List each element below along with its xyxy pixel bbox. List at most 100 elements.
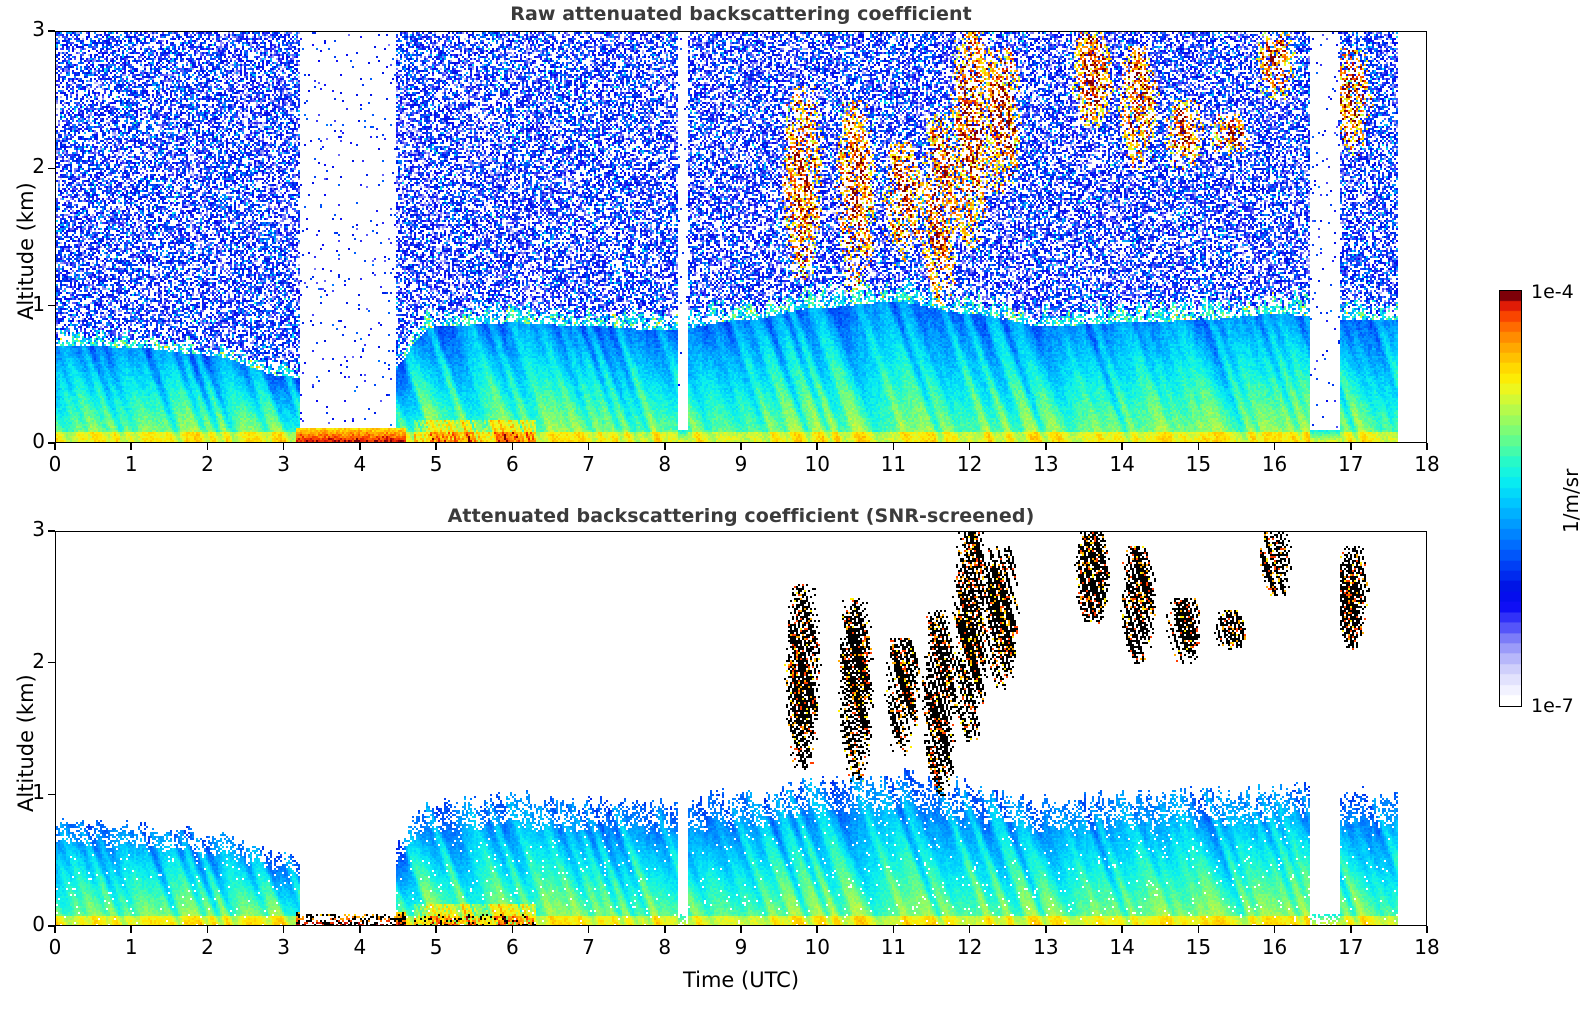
x-tick-label-raw-14: 14 — [1109, 452, 1135, 476]
x-tick-raw-0 — [54, 443, 56, 450]
colorbar-label-max: 1e-4 — [1531, 281, 1574, 303]
x-tick-label-scr-13: 13 — [1033, 935, 1059, 959]
y-tick-raw-0 — [48, 442, 55, 444]
x-tick-label-scr-1: 1 — [124, 935, 138, 959]
x-tick-scr-1 — [130, 926, 133, 933]
y-tick-label-scr-1: 1 — [32, 780, 45, 805]
y-tick-scr-1 — [48, 793, 55, 796]
x-tick-raw-6 — [511, 443, 514, 450]
plot-area-screened[interactable] — [55, 531, 1427, 926]
y-tick-scr-2 — [48, 661, 55, 664]
x-tick-label-scr-6: 6 — [505, 935, 519, 959]
x-tick-raw-10 — [816, 443, 819, 450]
x-tick-raw-9 — [740, 443, 742, 450]
x-tick-label-raw-15: 15 — [1185, 452, 1212, 476]
y-tick-scr-0 — [48, 925, 55, 927]
y-tick-label-raw-2: 2 — [32, 154, 45, 179]
x-tick-label-scr-9: 9 — [734, 935, 748, 959]
x-tick-scr-6 — [511, 926, 514, 933]
x-tick-scr-3 — [282, 926, 285, 933]
x-tick-raw-3 — [282, 443, 285, 450]
x-tick-scr-14 — [1121, 926, 1123, 933]
x-tick-scr-16 — [1273, 926, 1276, 933]
x-tick-scr-11 — [892, 926, 895, 933]
x-tick-label-scr-12: 12 — [956, 935, 983, 959]
x-tick-scr-0 — [54, 926, 56, 933]
x-tick-scr-18 — [1426, 926, 1428, 933]
x-tick-raw-18 — [1426, 443, 1428, 450]
x-tick-label-scr-11: 11 — [880, 935, 907, 959]
x-tick-label-raw-1: 1 — [124, 452, 138, 476]
x-tick-label-raw-17: 17 — [1338, 452, 1364, 476]
x-tick-label-raw-7: 7 — [582, 452, 595, 476]
x-tick-raw-11 — [892, 443, 895, 450]
x-tick-raw-2 — [206, 443, 209, 450]
x-tick-label-raw-13: 13 — [1033, 452, 1059, 476]
plot-area-raw[interactable] — [55, 31, 1427, 443]
x-tick-label-raw-16: 16 — [1261, 452, 1288, 476]
x-tick-label-scr-15: 15 — [1185, 935, 1212, 959]
x-tick-label-raw-0: 0 — [48, 452, 62, 476]
x-tick-scr-12 — [968, 926, 971, 933]
x-tick-scr-5 — [435, 926, 437, 933]
x-tick-label-raw-2: 2 — [201, 452, 214, 476]
x-tick-raw-15 — [1197, 443, 1200, 450]
x-tick-scr-15 — [1197, 926, 1200, 933]
panel-title-raw: Raw attenuated backscattering coefficien… — [510, 3, 972, 25]
x-tick-label-scr-18: 18 — [1414, 935, 1440, 959]
x-tick-scr-10 — [816, 926, 819, 933]
x-tick-raw-1 — [130, 443, 133, 450]
colorbar-unit-label: 1/m/sr — [1559, 468, 1583, 533]
y-tick-raw-1 — [48, 304, 55, 307]
y-tick-scr-3 — [48, 530, 55, 532]
x-axis-label: Time (UTC) — [682, 968, 800, 992]
x-tick-label-raw-9: 9 — [734, 452, 748, 476]
x-tick-label-raw-5: 5 — [429, 452, 443, 476]
x-tick-label-scr-14: 14 — [1109, 935, 1135, 959]
x-tick-raw-17 — [1349, 443, 1352, 450]
x-tick-scr-8 — [663, 926, 666, 933]
colorbar[interactable] — [1499, 290, 1522, 707]
x-tick-label-scr-7: 7 — [582, 935, 595, 959]
x-tick-raw-13 — [1045, 443, 1047, 450]
panel-title-screened: Attenuated backscattering coefficient (S… — [447, 505, 1035, 527]
x-tick-label-raw-3: 3 — [277, 452, 291, 476]
y-tick-label-raw-0: 0 — [32, 429, 45, 453]
x-tick-label-raw-10: 10 — [804, 452, 830, 476]
x-tick-label-raw-11: 11 — [880, 452, 907, 476]
x-tick-label-scr-17: 17 — [1338, 935, 1364, 959]
x-tick-raw-8 — [663, 443, 666, 450]
x-tick-raw-14 — [1121, 443, 1123, 450]
y-tick-raw-3 — [48, 30, 55, 32]
x-tick-raw-12 — [968, 443, 971, 450]
x-tick-raw-16 — [1273, 443, 1276, 450]
x-tick-raw-5 — [435, 443, 437, 450]
y-tick-label-scr-3: 3 — [32, 517, 45, 541]
x-tick-scr-4 — [359, 926, 361, 933]
x-tick-scr-17 — [1349, 926, 1352, 933]
x-tick-label-scr-0: 0 — [48, 935, 62, 959]
y-tick-label-raw-3: 3 — [32, 17, 45, 41]
y-tick-label-scr-0: 0 — [32, 912, 45, 936]
x-tick-label-scr-4: 4 — [353, 935, 367, 959]
x-tick-label-raw-4: 4 — [353, 452, 367, 476]
y-tick-label-raw-1: 1 — [32, 291, 45, 316]
x-tick-label-scr-2: 2 — [201, 935, 214, 959]
x-tick-label-scr-5: 5 — [429, 935, 443, 959]
x-tick-label-scr-10: 10 — [804, 935, 830, 959]
x-tick-scr-2 — [206, 926, 209, 933]
x-tick-scr-9 — [740, 926, 742, 933]
x-tick-scr-7 — [587, 926, 590, 933]
x-tick-label-scr-16: 16 — [1261, 935, 1288, 959]
y-tick-raw-2 — [48, 167, 55, 170]
x-tick-raw-7 — [587, 443, 590, 450]
x-tick-scr-13 — [1045, 926, 1047, 933]
x-tick-label-raw-8: 8 — [658, 452, 672, 476]
x-tick-raw-4 — [359, 443, 361, 450]
x-tick-label-raw-12: 12 — [956, 452, 983, 476]
x-tick-label-scr-3: 3 — [277, 935, 291, 959]
x-tick-label-scr-8: 8 — [658, 935, 672, 959]
y-tick-label-scr-2: 2 — [32, 648, 45, 673]
x-tick-label-raw-18: 18 — [1414, 452, 1440, 476]
